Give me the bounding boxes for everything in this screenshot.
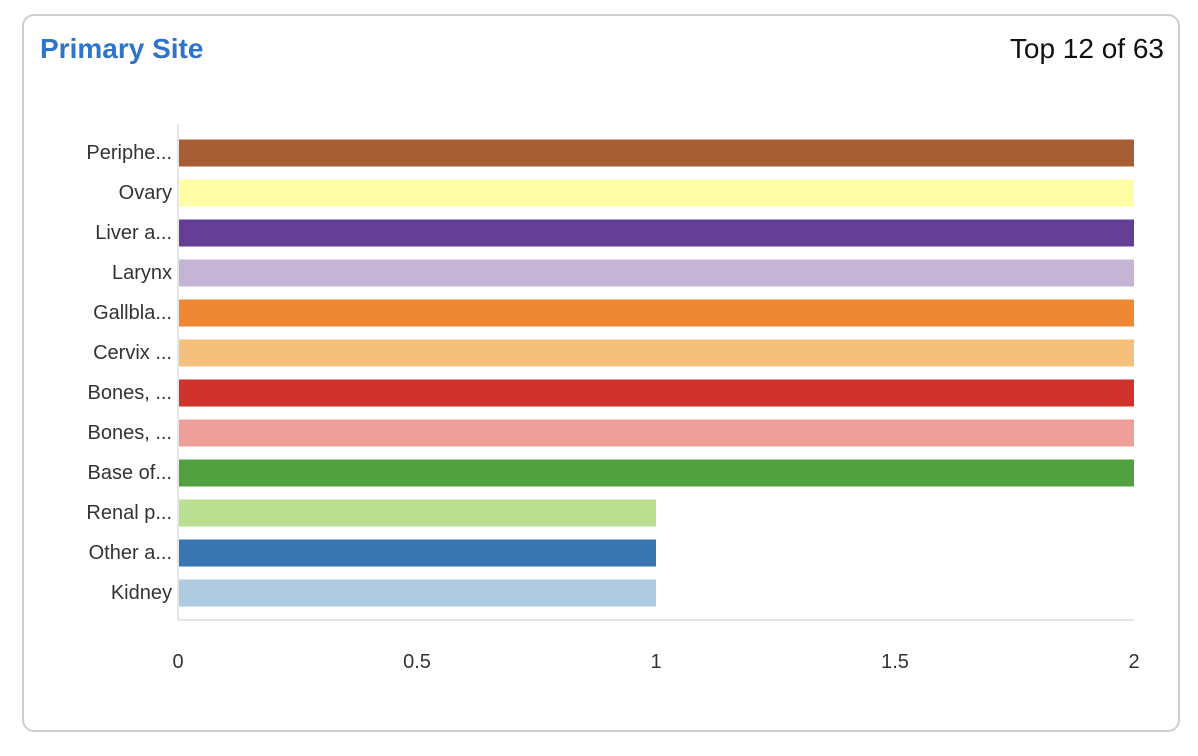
category-label-3: Liver a... <box>95 222 172 244</box>
x-tick-label-3: 1 <box>650 651 661 673</box>
bar-2[interactable] <box>179 179 1134 207</box>
category-label-9: Base of... <box>88 462 173 484</box>
bar-1[interactable] <box>179 139 1134 167</box>
x-tick-label-5: 2 <box>1128 651 1139 673</box>
category-label-12: Kidney <box>111 582 172 604</box>
category-label-6: Cervix ... <box>93 342 172 364</box>
bar-10[interactable] <box>179 499 656 527</box>
x-tick-label-1: 0 <box>172 651 183 673</box>
category-label-1: Periphe... <box>86 142 172 164</box>
primary-site-card: Primary Site Top 12 of 63 Periphe... Ovar… <box>22 14 1180 732</box>
bar-11[interactable] <box>179 539 656 567</box>
x-tick-label-4: 1.5 <box>881 651 909 673</box>
bar-7[interactable] <box>179 379 1134 407</box>
category-label-8: Bones, ... <box>88 422 173 444</box>
bar-3[interactable] <box>179 219 1134 247</box>
card-title[interactable]: Primary Site <box>40 33 204 64</box>
bar-chart: Periphe... Ovary Liver a... Larynx Gallbla..… <box>86 124 1140 673</box>
category-label-11: Other a... <box>89 542 172 564</box>
bar-5[interactable] <box>179 299 1134 327</box>
bar-4[interactable] <box>179 259 1134 287</box>
category-label-7: Bones, ... <box>88 382 173 404</box>
category-label-4: Larynx <box>112 262 172 284</box>
bar-12[interactable] <box>179 579 656 607</box>
bar-9[interactable] <box>179 459 1134 487</box>
x-tick-label-2: 0.5 <box>403 651 431 673</box>
bar-6[interactable] <box>179 339 1134 367</box>
category-label-5: Gallbla... <box>93 302 172 324</box>
bar-8[interactable] <box>179 419 1134 447</box>
category-label-2: Ovary <box>119 182 172 204</box>
top-count-label: Top 12 of 63 <box>1009 33 1164 64</box>
category-label-10: Renal p... <box>86 502 172 524</box>
